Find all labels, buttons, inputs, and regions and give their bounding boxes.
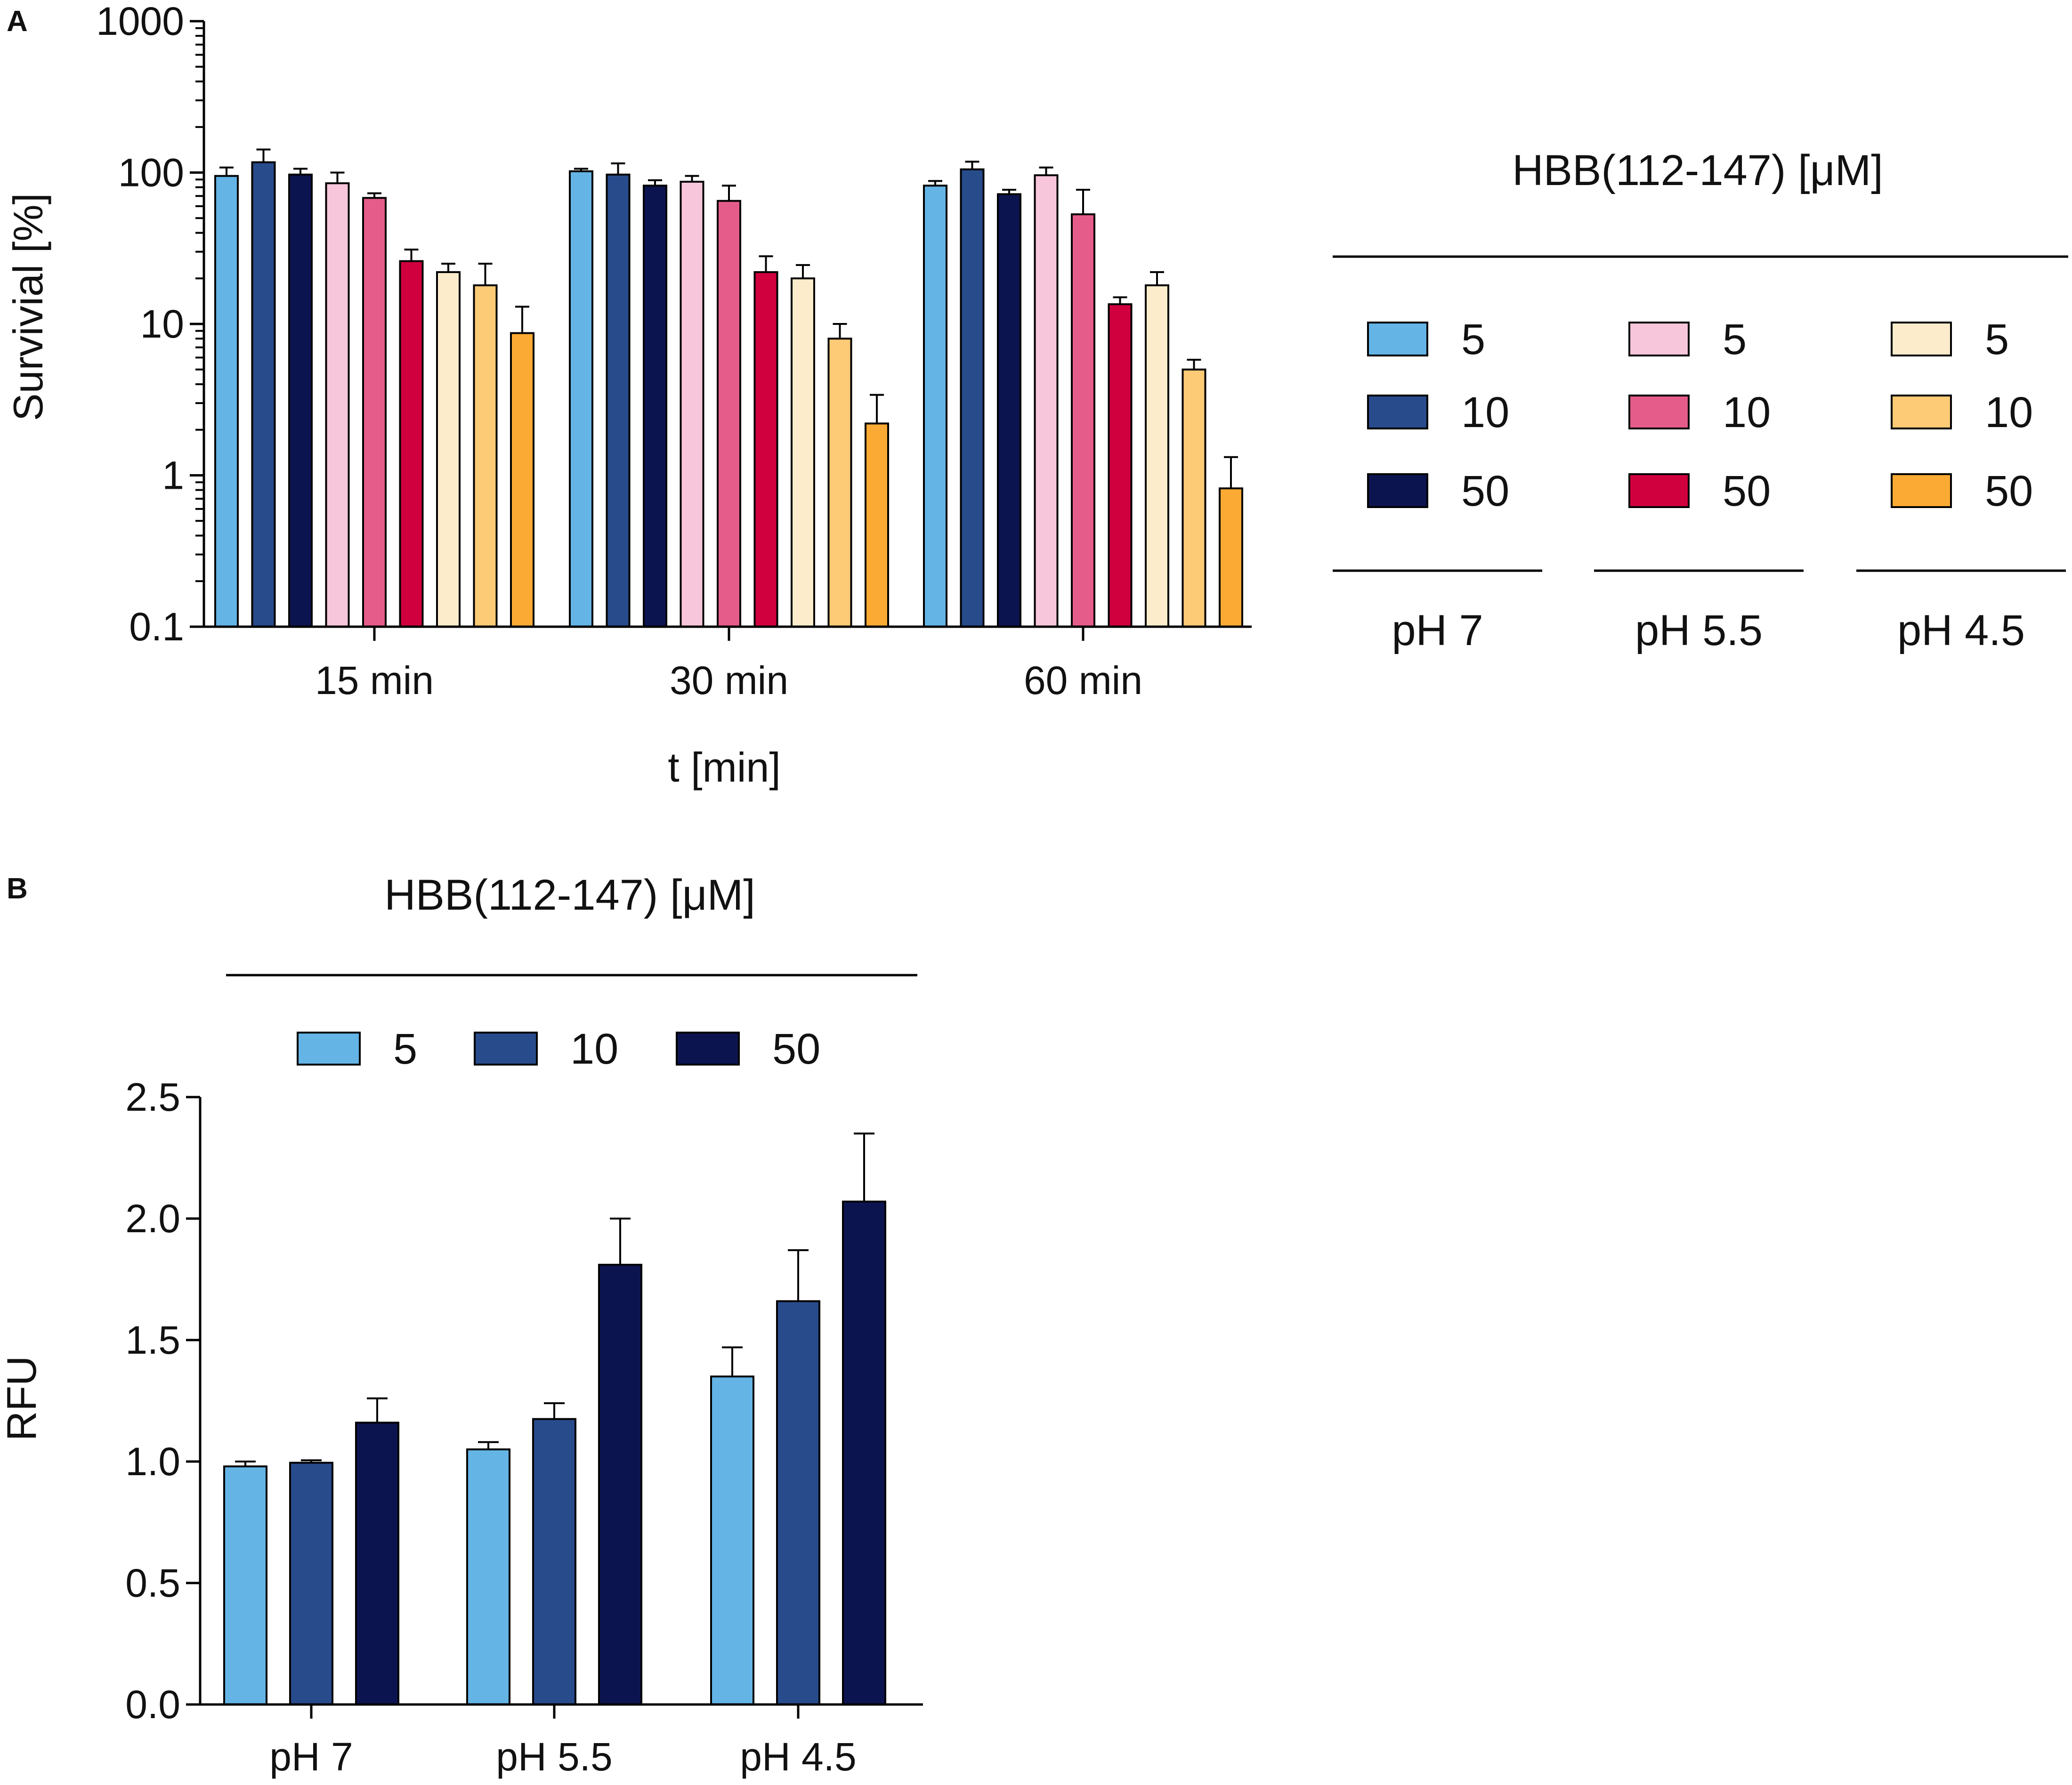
chart-a-x-axis: 15 min 30 min 60 min	[203, 625, 1252, 703]
chart-a-legend-group-label: pH 5.5	[1635, 606, 1763, 654]
chart-a-bar	[325, 182, 350, 628]
chart-b-bar	[223, 1465, 267, 1706]
chart-a-legend-label: 10	[1461, 388, 1509, 436]
chart-a-bars	[214, 148, 1243, 628]
chart-a-bar	[436, 271, 461, 628]
chart-a-bar	[753, 271, 778, 628]
chart-a-bar	[362, 197, 387, 628]
chart-a-y-tick-label: 1000	[96, 0, 184, 43]
chart-a-bar	[997, 193, 1021, 628]
chart-a-legend-label: 50	[1985, 467, 2033, 515]
chart-a-bar	[680, 180, 704, 628]
chart-b-rfu: HBB(112-147) [μM] 5 10 50 0.0 0.5 1.0 1.5 2.0 2…	[0, 871, 923, 1779]
chart-a-y-axis-label: Survivial [%]	[5, 193, 51, 421]
chart-b-y-tick-label: 1.0	[125, 1439, 180, 1484]
chart-b-y-axis: 0.0 0.5 1.0 1.5 2.0 2.5	[125, 1075, 202, 1727]
chart-b-bar	[776, 1300, 820, 1705]
chart-a-bar	[606, 173, 631, 628]
chart-a-legend-label: 50	[1723, 467, 1771, 515]
chart-a-y-tick-label: 1	[162, 453, 184, 498]
chart-b-bar	[842, 1200, 886, 1705]
chart-a-y-tick-label: 10	[140, 302, 184, 346]
chart-a-legend-label: 5	[1723, 315, 1747, 363]
chart-a-legend: HBB(112-147) [μM] 5 10 50 pH 7 5 10 50 pH 5.5 5 1…	[1333, 146, 2068, 654]
chart-b-legend-swatch	[474, 1032, 538, 1066]
chart-a-legend-label: 5	[1985, 315, 2009, 363]
chart-b-legend-label: 5	[393, 1025, 417, 1073]
chart-a-legend-label: 50	[1461, 467, 1509, 515]
chart-a-legend-swatch	[1628, 395, 1690, 429]
chart-a-x-tick-label: 30 min	[670, 658, 788, 703]
chart-a-bar	[865, 422, 889, 628]
chart-a-bar	[1108, 303, 1133, 628]
chart-a-legend-swatch	[1367, 395, 1428, 429]
chart-b-bars	[223, 1132, 886, 1706]
chart-a-x-tick-label: 15 min	[315, 658, 434, 703]
chart-b-y-tick-label: 1.5	[125, 1318, 180, 1362]
chart-a-y-tick-label: 0.1	[129, 605, 184, 649]
chart-b-y-tick-label: 2.5	[125, 1075, 180, 1119]
chart-a-legend-swatch	[1891, 395, 1952, 429]
chart-b-y-tick-label: 2.0	[125, 1196, 180, 1241]
chart-a-legend-swatch	[1891, 473, 1952, 508]
chart-a-legend-items: 5 10 50 pH 7 5 10 50 pH 5.5 5 10 50 pH 4.5	[1333, 315, 2066, 654]
chart-b-bar	[532, 1418, 576, 1705]
chart-a-bar	[960, 168, 985, 628]
chart-b-x-tick-label: pH 4.5	[740, 1735, 857, 1779]
chart-a-legend-swatch	[1628, 473, 1690, 508]
chart-a-legend-group-label: pH 4.5	[1897, 606, 2025, 654]
chart-b-y-axis-label: RFU	[0, 1356, 45, 1441]
chart-a-bar	[643, 185, 667, 628]
chart-b-x-tick-label: pH 5.5	[496, 1735, 613, 1779]
chart-a-bar	[1071, 213, 1095, 628]
chart-a-bar	[251, 161, 276, 628]
chart-b-legend-title: HBB(112-147) [μM]	[384, 871, 755, 919]
chart-b-bar	[355, 1422, 399, 1705]
chart-a-bar	[399, 260, 424, 628]
chart-b-bar	[289, 1462, 333, 1706]
chart-a-legend-label: 10	[1985, 388, 2033, 436]
chart-b-legend-label: 10	[570, 1025, 618, 1073]
chart-a-x-axis-label: t [min]	[668, 744, 781, 791]
chart-a-bar	[473, 284, 498, 628]
chart-b-y-tick-label: 0.5	[125, 1561, 180, 1605]
chart-a-legend-swatch	[1367, 473, 1428, 508]
chart-a-bar	[1182, 368, 1206, 628]
chart-a-x-tick-label: 60 min	[1024, 658, 1142, 703]
chart-a-bar	[923, 185, 947, 628]
chart-a-bar	[510, 332, 534, 628]
chart-a-legend-label: 5	[1461, 315, 1485, 363]
chart-b-legend-items: 5 10 50	[297, 1025, 820, 1073]
chart-a-bar	[827, 338, 852, 628]
chart-a-bar	[214, 175, 239, 628]
chart-a-legend-label: 10	[1723, 388, 1771, 436]
chart-a-legend-swatch	[1891, 322, 1952, 356]
chart-a-legend-group-label: pH 7	[1392, 606, 1483, 654]
chart-a-bar	[1034, 174, 1059, 628]
chart-a-bar	[1219, 487, 1243, 628]
chart-b-bar	[466, 1448, 510, 1705]
chart-a-y-tick-label: 100	[118, 151, 184, 195]
chart-a-legend-swatch	[1628, 322, 1690, 356]
chart-b-x-tick-label: pH 7	[269, 1735, 353, 1779]
panel-letter-a: A	[7, 5, 28, 38]
chart-a-legend-title: HBB(112-147) [μM]	[1512, 146, 1883, 194]
chart-b-y-tick-label: 0.0	[125, 1682, 180, 1727]
chart-a-survival: 0.1 1 10 100 1000 15 min 30 min 60 min Survivi…	[5, 0, 1252, 791]
chart-b-x-axis: pH 7 pH 5.5 pH 4.5	[199, 1703, 923, 1779]
chart-b-bar	[598, 1264, 642, 1706]
chart-a-y-axis: 0.1 1 10 100 1000	[96, 0, 205, 649]
chart-a-bar	[1145, 284, 1169, 628]
chart-b-bar	[710, 1375, 754, 1705]
chart-b-legend-swatch	[297, 1032, 361, 1066]
chart-a-bar	[717, 200, 741, 628]
chart-b-legend-swatch	[676, 1032, 740, 1066]
panel-letter-b: B	[7, 872, 28, 905]
chart-a-legend-swatch	[1367, 322, 1428, 356]
chart-a-bar	[288, 173, 313, 628]
chart-a-bar	[569, 170, 593, 628]
chart-a-bar	[791, 277, 815, 628]
chart-b-legend-label: 50	[772, 1025, 820, 1073]
